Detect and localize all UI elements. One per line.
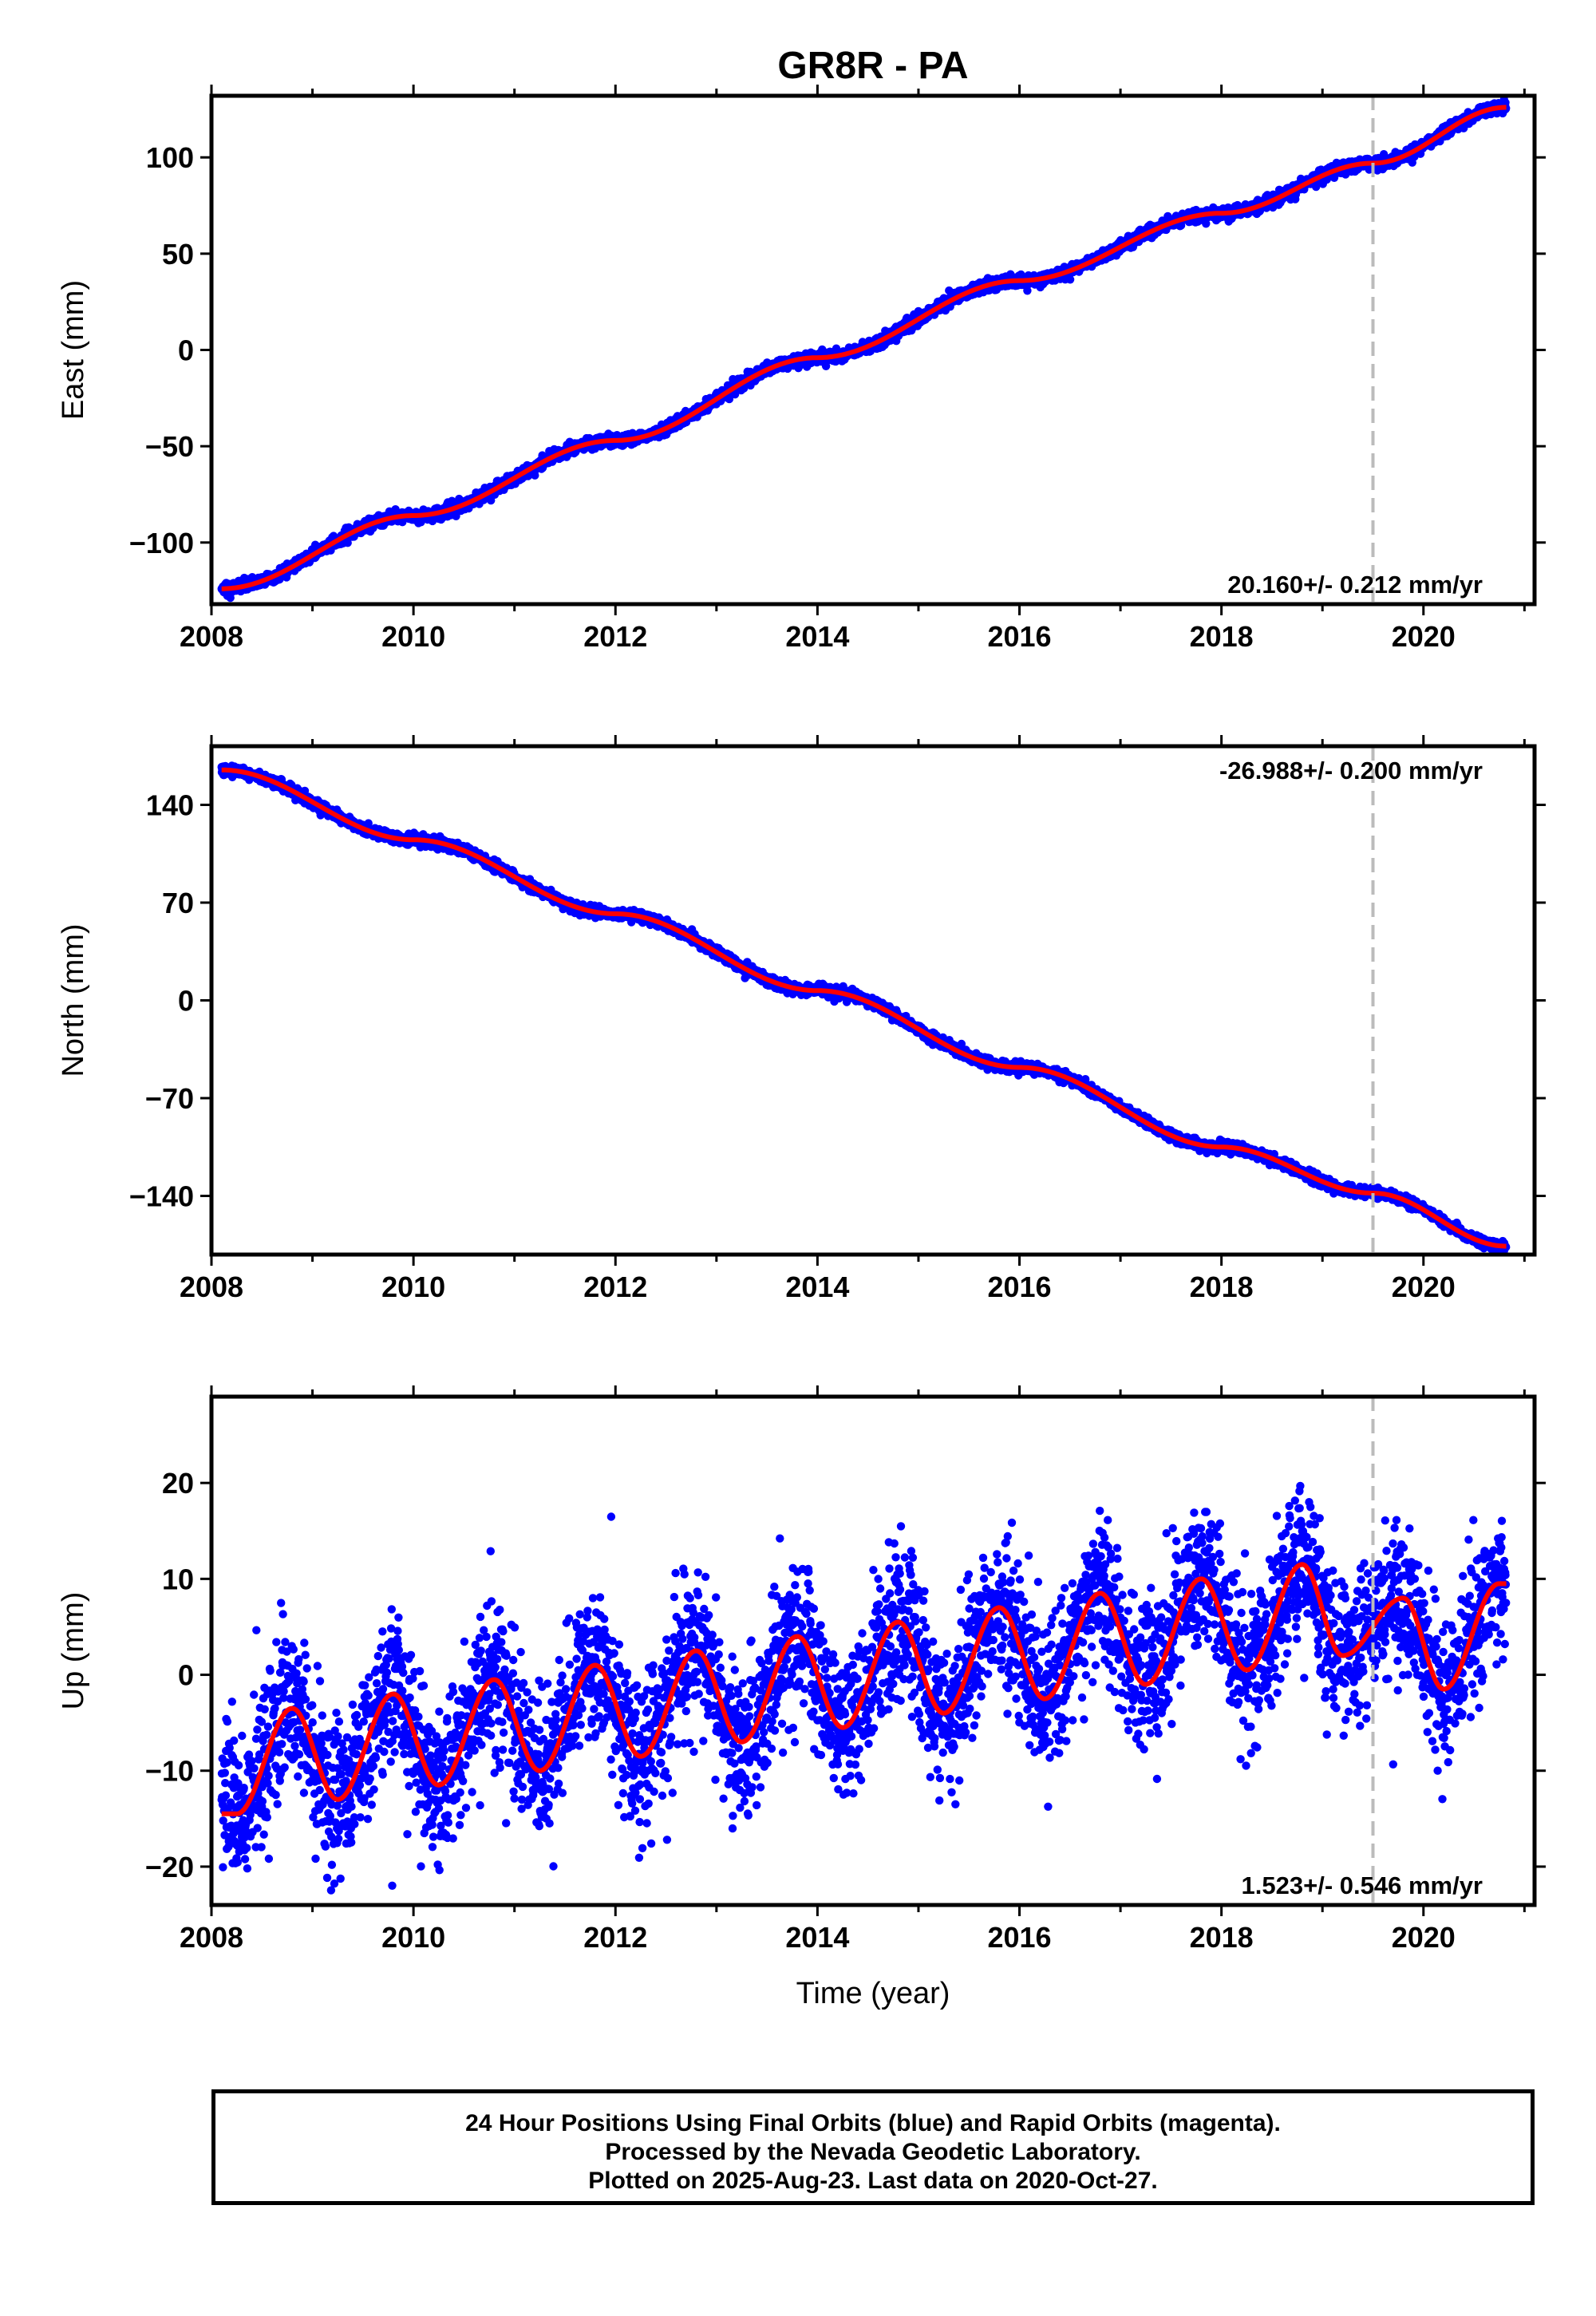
- x-tick-label: 2018: [1190, 620, 1254, 653]
- y-axis-label: East (mm): [57, 280, 90, 420]
- rate-label: 20.160+/- 0.212 mm/yr: [1227, 571, 1483, 599]
- y-tick-label: −100: [129, 527, 194, 559]
- y-tick-label: −50: [145, 430, 194, 463]
- x-tick-label: 2012: [583, 620, 647, 653]
- x-tick-label: 2020: [1392, 620, 1456, 653]
- x-tick-label: 2010: [381, 620, 445, 653]
- chart-title: GR8R - PA: [777, 45, 968, 87]
- data-point: [1023, 287, 1032, 295]
- x-tick-label: 2016: [987, 620, 1051, 653]
- model-fit-line: [221, 105, 1507, 591]
- east-panel: 2008 2010 2012 2014 2016 2018 2020 −100 −50 0 50 10…: [57, 85, 1546, 653]
- y-tick-label: 50: [162, 238, 194, 271]
- y-tick-label: 100: [146, 141, 194, 174]
- y-tick-label: 0: [178, 334, 194, 367]
- x-tick-label: 2014: [785, 620, 849, 653]
- data-point: [821, 362, 831, 370]
- data-point: [1065, 275, 1075, 284]
- data-point: [725, 394, 734, 404]
- x-tick-label: 2008: [180, 620, 243, 653]
- data-point: [343, 539, 352, 547]
- north-panel: 2008 2010 2012 2014 2016 2018 2020−140−7007014…: [57, 735, 1546, 1303]
